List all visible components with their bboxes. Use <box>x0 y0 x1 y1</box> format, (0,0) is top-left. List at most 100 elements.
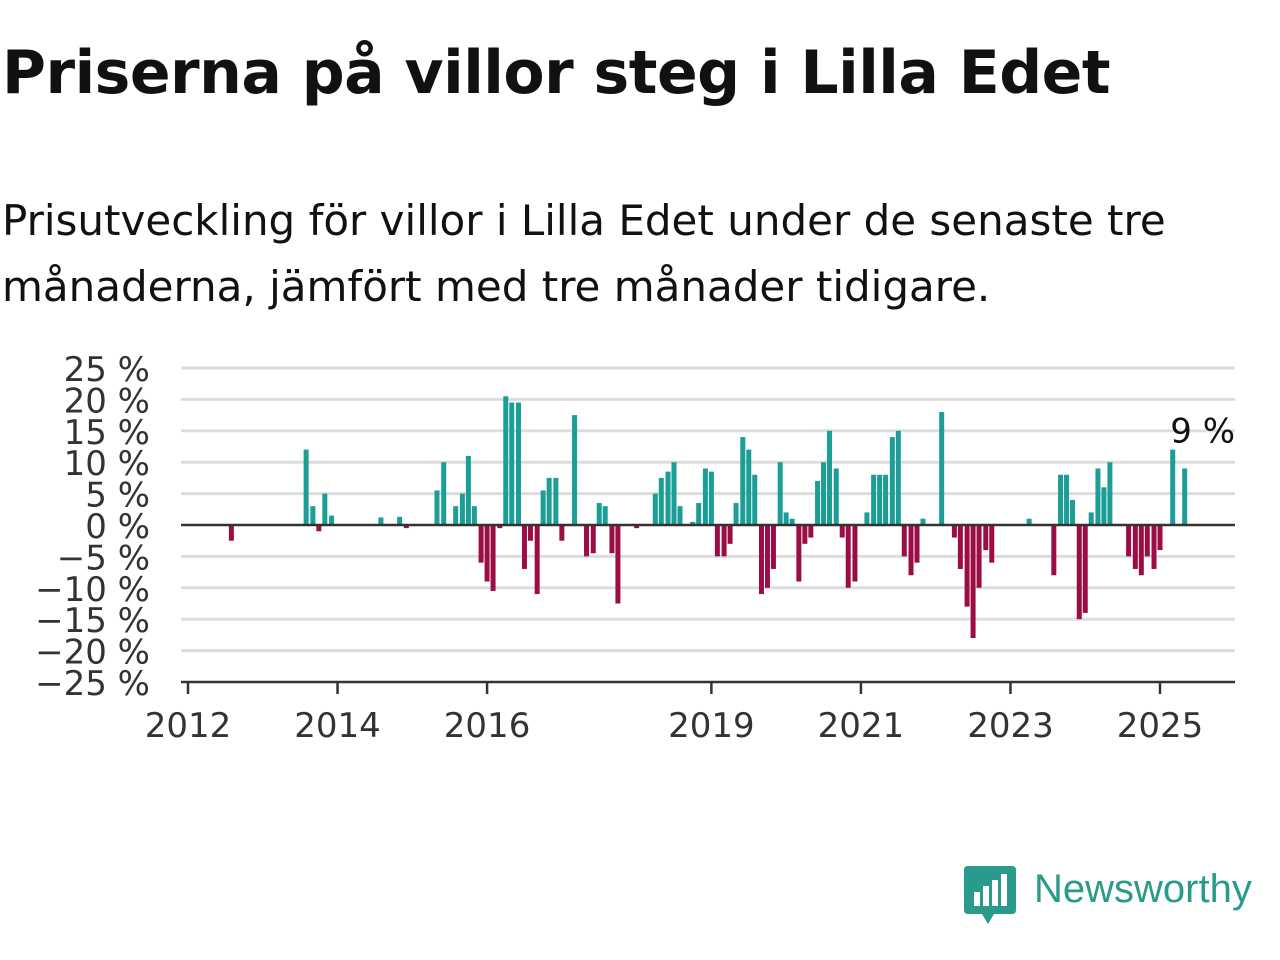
bar <box>989 525 995 563</box>
bar <box>1132 525 1138 569</box>
y-tick-label: −25 % <box>35 664 150 704</box>
bar <box>503 396 509 525</box>
bar <box>478 525 484 563</box>
bar <box>584 525 590 557</box>
bar <box>1026 518 1032 525</box>
bar <box>1051 525 1057 576</box>
y-tick-label: 5 % <box>85 476 150 516</box>
bar <box>434 490 440 525</box>
bar <box>914 525 920 563</box>
bar <box>740 437 746 525</box>
bars <box>228 396 1188 639</box>
y-axis-labels: 25 %20 %15 %10 %5 %0 %−5 %−10 %−15 %−20 … <box>35 350 150 704</box>
brand-name: Newsworthy <box>1034 867 1252 911</box>
bar <box>459 493 465 525</box>
bar <box>1088 512 1094 525</box>
bar <box>815 481 821 525</box>
annotation: 9 % <box>1170 411 1235 451</box>
bar <box>1151 525 1157 569</box>
newsworthy-icon <box>964 866 1016 924</box>
bar <box>527 525 533 541</box>
bar <box>752 474 758 525</box>
bar <box>864 512 870 525</box>
bar <box>746 449 752 525</box>
bar <box>901 525 907 557</box>
bar <box>609 525 615 554</box>
y-tick-label: 25 % <box>64 350 150 390</box>
annotation-label: 9 % <box>1170 411 1235 451</box>
bar <box>883 474 889 525</box>
bar <box>228 525 234 541</box>
bar <box>1101 487 1107 525</box>
bar <box>316 525 322 532</box>
bar <box>441 462 447 525</box>
bar <box>871 474 877 525</box>
bar <box>453 506 459 525</box>
bar <box>964 525 970 607</box>
bar <box>329 515 335 525</box>
bar <box>397 516 403 525</box>
bar <box>821 462 827 525</box>
bar <box>796 525 802 582</box>
bar <box>1107 462 1113 525</box>
x-tick-label: 2012 <box>145 706 232 746</box>
bar <box>908 525 914 576</box>
bar <box>827 430 833 525</box>
bar <box>702 468 708 525</box>
bar <box>789 518 795 525</box>
bar <box>465 455 471 525</box>
bar <box>708 471 714 525</box>
bar <box>665 471 671 525</box>
bar <box>1076 525 1082 620</box>
bar <box>1095 468 1101 525</box>
bar <box>939 411 945 525</box>
x-tick-label: 2021 <box>818 706 905 746</box>
bar <box>690 521 696 525</box>
bar <box>877 474 883 525</box>
bar <box>758 525 764 595</box>
bar <box>602 506 608 525</box>
y-tick-label: −15 % <box>35 601 150 641</box>
x-axis: 2012 2014 2016 2019 2021 2023 2025 <box>145 523 1235 746</box>
chart-subtitle: Prisutveckling för villor i Lilla Edet u… <box>2 196 1166 311</box>
x-tick-label: 2016 <box>444 706 531 746</box>
bar <box>777 462 783 525</box>
bar <box>596 503 602 525</box>
bar <box>1064 474 1070 525</box>
bar <box>615 525 621 604</box>
bar <box>546 477 552 525</box>
x-tick-label: 2019 <box>668 706 755 746</box>
bar <box>1138 525 1144 576</box>
bar <box>976 525 982 588</box>
bar <box>671 462 677 525</box>
bar <box>895 430 901 525</box>
bar <box>559 525 565 541</box>
bar <box>764 525 770 588</box>
bar <box>714 525 720 557</box>
bar <box>509 402 515 525</box>
x-tick-label: 2014 <box>294 706 381 746</box>
bar <box>733 503 739 525</box>
bar <box>808 525 814 538</box>
bar <box>1144 525 1150 557</box>
bar <box>1182 468 1188 525</box>
bar <box>303 449 309 525</box>
bar <box>852 525 858 582</box>
y-tick-label: −5 % <box>57 538 150 578</box>
y-tick-label: 20 % <box>64 381 150 421</box>
bar <box>572 415 578 525</box>
bar <box>957 525 963 569</box>
bar <box>696 503 702 525</box>
newsworthy-logo: Newsworthy <box>964 866 1276 926</box>
bar <box>484 525 490 582</box>
bar <box>770 525 776 569</box>
bar <box>845 525 851 588</box>
bar <box>1082 525 1088 613</box>
bar <box>951 525 957 538</box>
bar <box>322 493 328 525</box>
bar <box>1070 499 1076 525</box>
bar <box>920 518 926 525</box>
bar <box>553 477 559 525</box>
bar <box>652 493 658 525</box>
bar <box>727 525 733 544</box>
